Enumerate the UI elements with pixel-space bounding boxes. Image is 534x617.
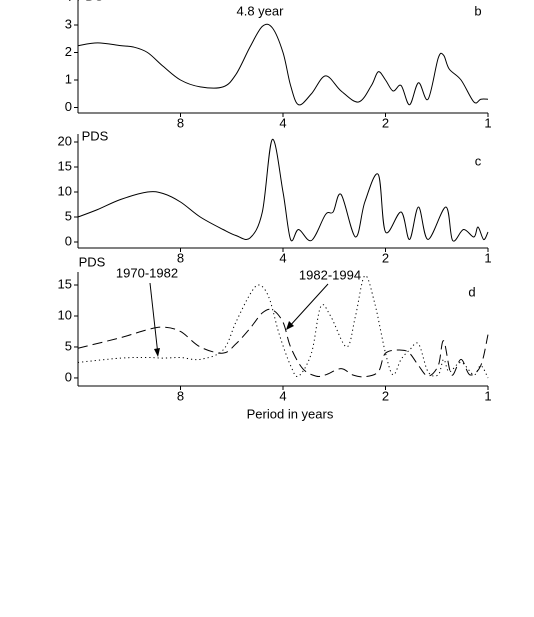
series-label: 1970-1982 (116, 265, 178, 280)
x-tick-label: 8 (177, 250, 184, 265)
x-tick-label: 4 (279, 250, 286, 265)
annotation-arrow (149, 282, 159, 356)
y-tick-label: 4 (65, 0, 72, 4)
x-axis-label: Period in years (247, 406, 334, 421)
y-tick-label: 10 (58, 307, 72, 322)
y-tick-label: 3 (65, 16, 72, 31)
y-tick-label: 2 (65, 44, 72, 59)
y-tick-label: 0 (65, 369, 72, 384)
annotation: c (475, 153, 482, 168)
x-tick-label: 1 (484, 115, 491, 130)
x-tick-label: 2 (382, 115, 389, 130)
y-tick-label: 5 (65, 338, 72, 353)
y-tick-label: 1 (65, 71, 72, 86)
y-tick-label: 15 (58, 158, 72, 173)
x-tick-label: 1 (484, 250, 491, 265)
annotation: d (468, 284, 475, 299)
y-tick-label: 5 (65, 208, 72, 223)
y-tick-label: 15 (58, 276, 72, 291)
annotation: b (474, 3, 481, 18)
annotation-arrow (287, 283, 329, 329)
data-line (77, 275, 489, 379)
y-tick-label: 20 (58, 133, 72, 148)
data-line (77, 138, 489, 242)
x-tick-label: 2 (382, 250, 389, 265)
x-tick-label: 1 (484, 388, 491, 403)
data-line (77, 23, 489, 106)
x-tick-label: 4 (279, 115, 286, 130)
arrow-head (154, 348, 160, 357)
y-tick-label: 10 (58, 183, 72, 198)
series-label: 1982-1994 (299, 267, 361, 282)
y-tick-label: 0 (65, 99, 72, 114)
x-tick-label: 2 (382, 388, 389, 403)
x-tick-label: 4 (279, 388, 286, 403)
arrow-head (286, 321, 294, 330)
y-axis-label: PDS (82, 128, 109, 143)
annotation: 4.8 year (237, 3, 285, 18)
y-axis-label: PDS (77, 0, 104, 3)
y-axis-label: PDS (79, 254, 106, 269)
x-tick-label: 8 (177, 115, 184, 130)
x-tick-label: 8 (177, 388, 184, 403)
data-line (77, 308, 489, 378)
y-tick-label: 0 (65, 233, 72, 248)
